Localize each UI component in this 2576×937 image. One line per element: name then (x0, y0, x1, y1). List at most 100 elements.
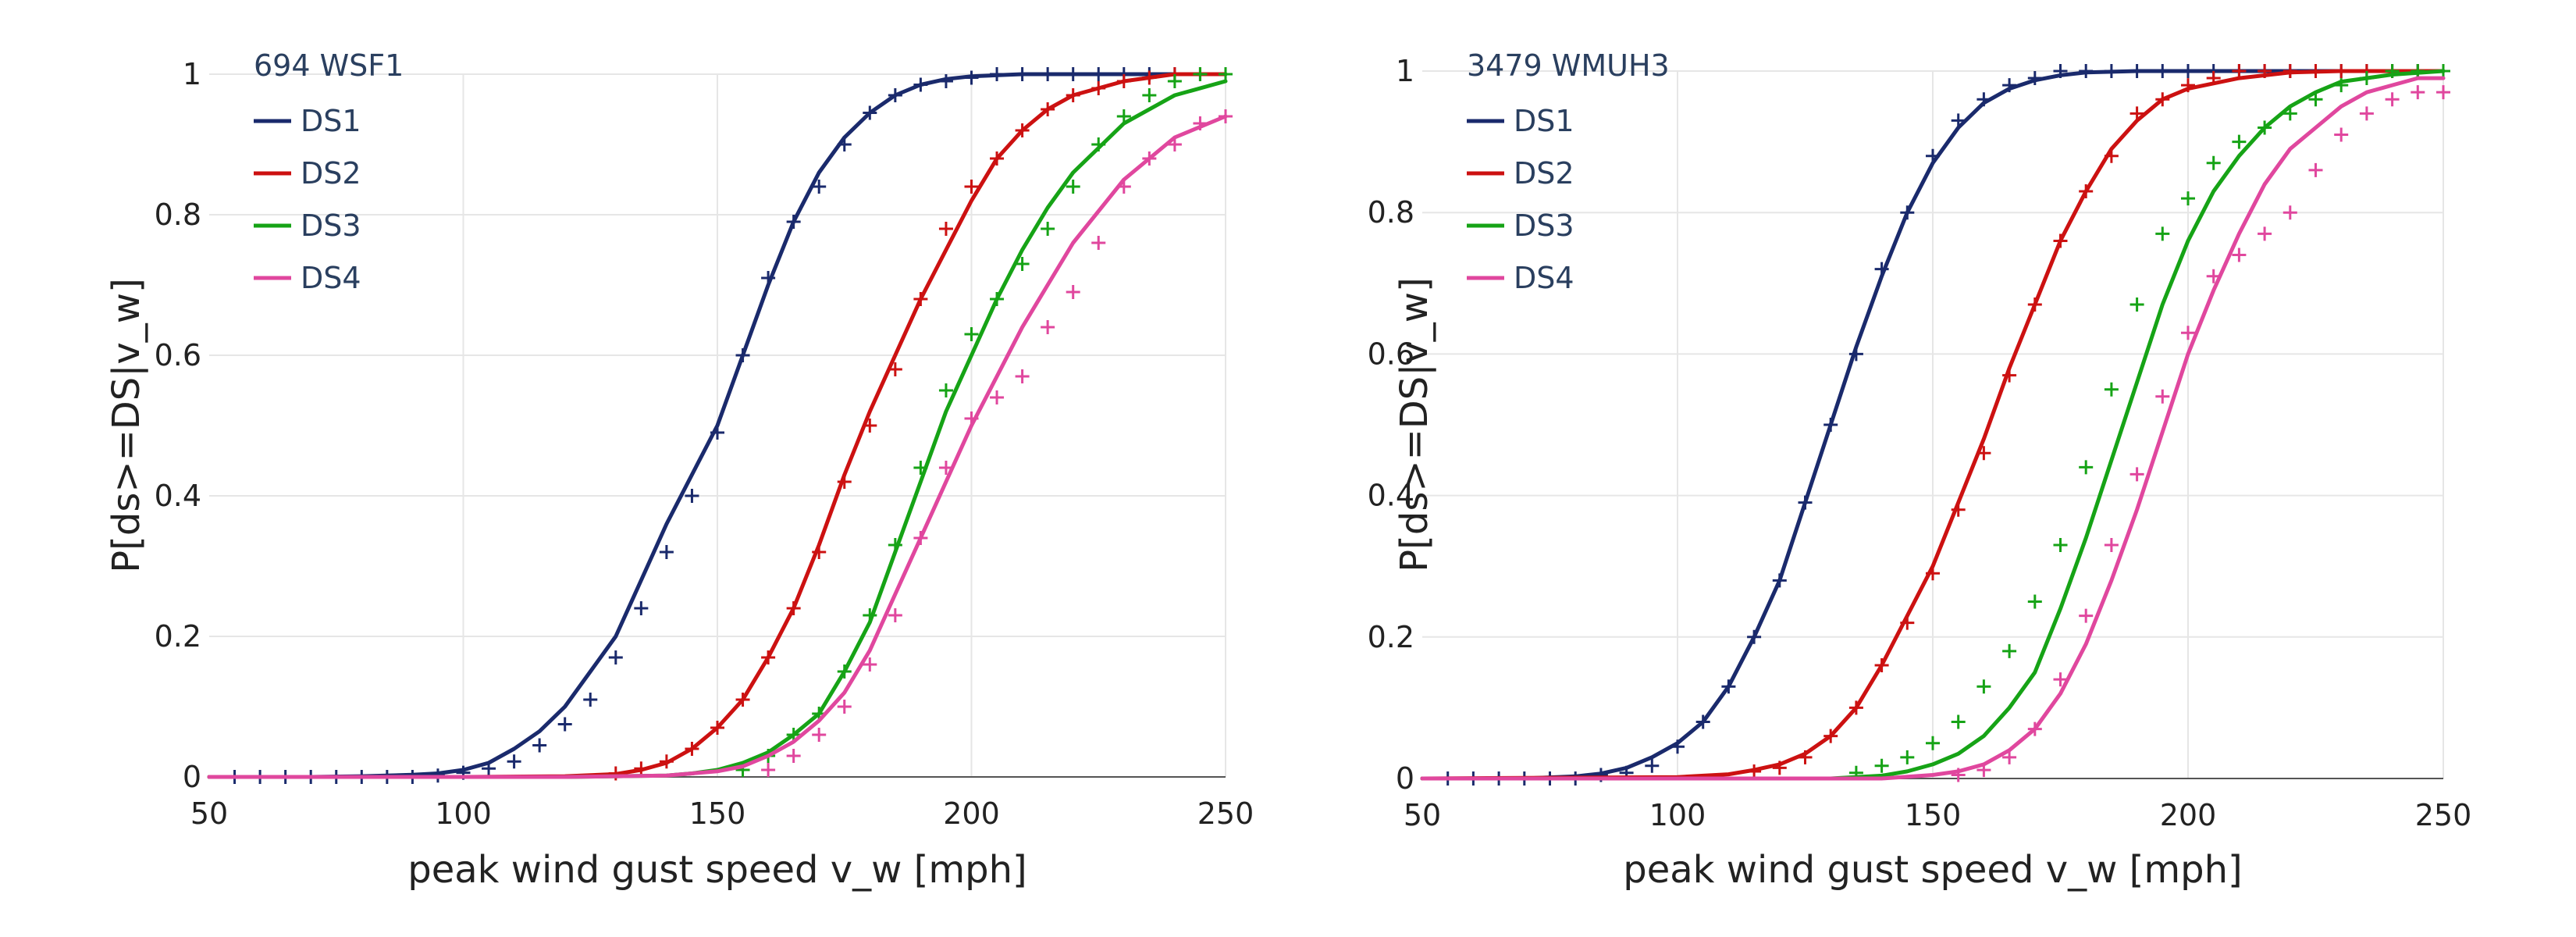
data-point (990, 67, 1005, 81)
legend-label-ds3: DS3 (1514, 208, 1574, 243)
data-point (1645, 758, 1660, 773)
data-point (913, 461, 928, 475)
data-point (2181, 191, 2195, 206)
data-point (1142, 151, 1157, 166)
data-point (1747, 629, 1762, 644)
y-axis-title: P[ds>=DS|v_w] (105, 278, 148, 573)
data-point (507, 754, 521, 769)
data-point (1015, 67, 1030, 81)
y-tick-label: 0.4 (155, 479, 201, 513)
data-point (2155, 64, 2170, 78)
data-point (2079, 184, 2094, 199)
data-point (2104, 382, 2119, 397)
legend-label-ds2: DS2 (1514, 156, 1574, 191)
data-point (2053, 64, 2068, 78)
data-point (1951, 714, 1966, 729)
chart-panel-left: 50 100 150 200 250 0 0.2 0.4 0.6 0.8 1 694 WSF1 DS1 D… (105, 48, 1254, 892)
data-point (1116, 109, 1131, 123)
data-point (2334, 127, 2349, 142)
data-point (710, 426, 724, 440)
y-tick-label: 0 (1396, 761, 1414, 796)
data-point (1900, 615, 1915, 630)
data-point (1015, 257, 1030, 271)
data-point (1874, 262, 1889, 276)
legend-label-ds4: DS4 (1514, 261, 1574, 295)
data-point (2206, 155, 2221, 170)
data-point (2002, 643, 2017, 658)
data-point (2385, 64, 2400, 78)
y-tick-label: 0.8 (1368, 195, 1414, 230)
data-point (1874, 658, 1889, 673)
data-point (786, 215, 801, 229)
data-point (913, 77, 928, 92)
data-point (837, 475, 852, 489)
data-point (964, 180, 979, 194)
data-point (2359, 106, 2374, 121)
data-point (735, 693, 750, 707)
y-tick-label: 1 (1396, 54, 1414, 88)
data-point (1041, 102, 1055, 116)
data-point (2181, 78, 2195, 93)
data-point (583, 693, 598, 707)
data-point (1091, 137, 1106, 151)
data-point (2181, 326, 2195, 340)
data-point (1874, 758, 1889, 773)
data-point (938, 74, 953, 88)
y-tick-label: 0.4 (1368, 479, 1414, 513)
data-point (1951, 502, 1966, 517)
data-point (2232, 134, 2247, 149)
x-tick-label: 50 (190, 796, 228, 831)
data-point (990, 390, 1005, 404)
data-point (1926, 148, 1940, 163)
data-point (2002, 78, 2017, 93)
data-point (888, 608, 902, 622)
series-line-ds3 (1420, 69, 2446, 781)
data-point (2079, 608, 2094, 623)
data-point (938, 461, 953, 475)
data-point (761, 271, 776, 285)
data-point (2002, 750, 2017, 764)
data-point (863, 419, 877, 433)
x-tick-label: 200 (2160, 798, 2217, 832)
data-point (634, 761, 649, 776)
data-point (2282, 106, 2297, 121)
x-tick-label: 100 (435, 796, 492, 831)
data-point (1091, 81, 1106, 95)
data-point (1066, 67, 1080, 81)
legend-label-ds3: DS3 (301, 208, 361, 243)
data-point (761, 763, 776, 777)
data-point (1142, 70, 1157, 85)
data-point (1900, 750, 1915, 764)
data-point (1976, 92, 1991, 107)
data-point (863, 608, 877, 622)
y-tick-label: 1 (183, 57, 201, 91)
data-point (2129, 467, 2144, 482)
data-point (659, 754, 674, 769)
x-tick-label: 200 (943, 796, 1000, 831)
data-point (964, 70, 979, 85)
y-tick-label: 0.2 (155, 619, 201, 654)
y-tick-label: 0.6 (1368, 337, 1414, 371)
series-ds2 (207, 67, 1233, 781)
data-point (2206, 269, 2221, 283)
data-point (557, 717, 572, 732)
data-point (1066, 88, 1080, 102)
fragility-chart-right: 50 100 150 200 250 0 0.2 0.4 0.6 0.8 1 3479 WMUH3 DS… (1368, 48, 2472, 892)
data-point (1066, 285, 1080, 299)
data-point (2359, 71, 2374, 86)
grid (1422, 70, 2444, 778)
data-point (1951, 768, 1966, 782)
data-point (812, 180, 827, 194)
data-point (2053, 538, 2068, 553)
data-point (1142, 88, 1157, 102)
y-tick-label: 0.2 (1368, 620, 1414, 654)
data-point (2104, 538, 2119, 553)
data-point (2308, 64, 2323, 78)
data-point (2308, 92, 2323, 107)
data-point (2104, 148, 2119, 163)
data-point (761, 650, 776, 664)
legend-label-ds2: DS2 (301, 156, 361, 191)
data-point (1193, 116, 1208, 130)
data-point (888, 538, 902, 552)
series-ds1 (207, 67, 1233, 784)
